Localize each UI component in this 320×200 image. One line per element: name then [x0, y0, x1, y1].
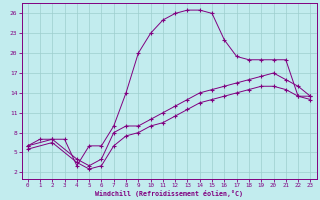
- X-axis label: Windchill (Refroidissement éolien,°C): Windchill (Refroidissement éolien,°C): [95, 190, 243, 197]
